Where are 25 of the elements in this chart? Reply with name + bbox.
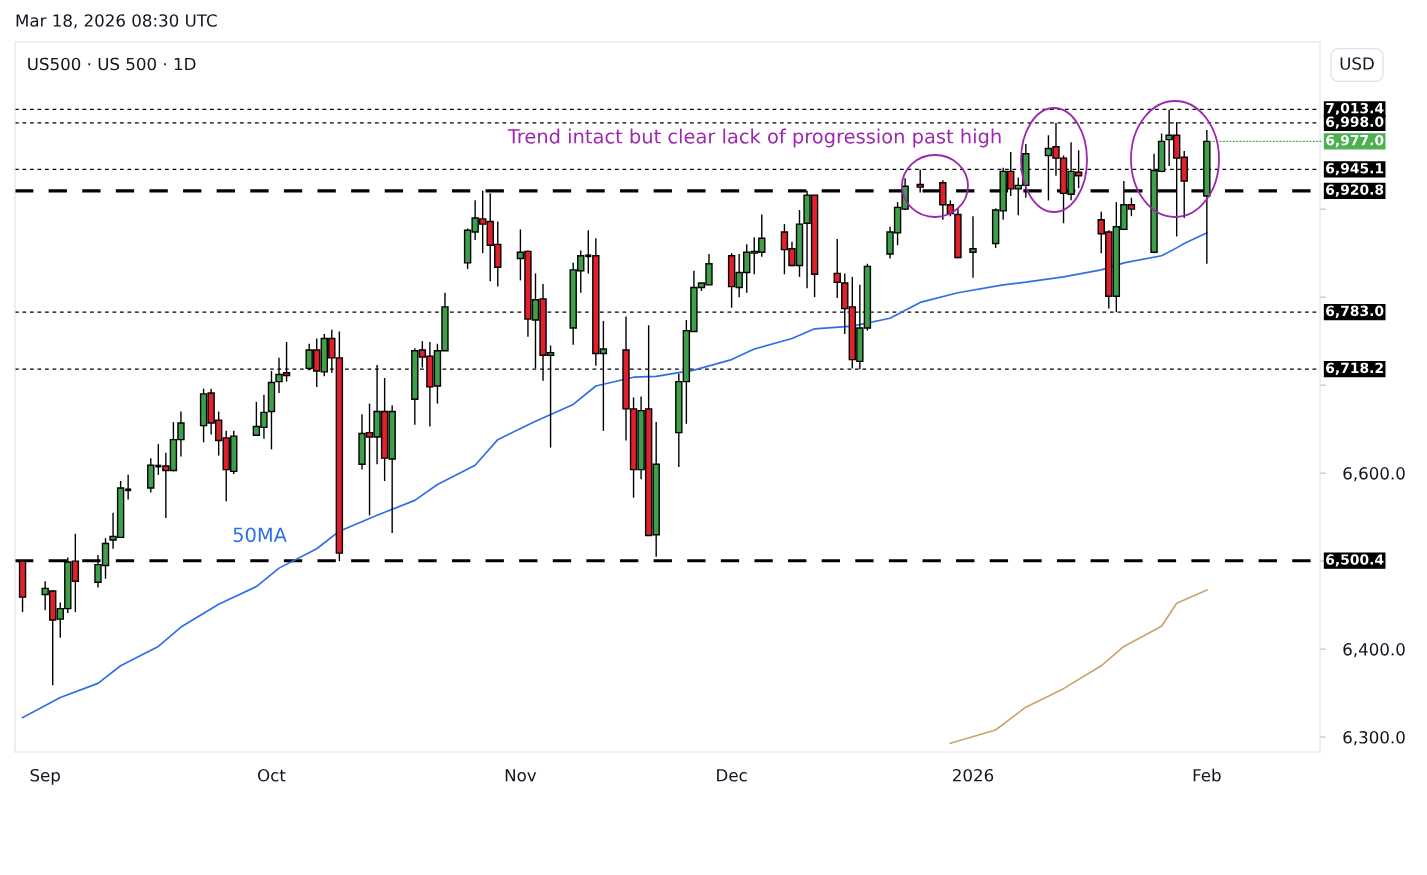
annotation: 6,977.0 xyxy=(1326,134,1384,148)
y-tick-label: 6,400.0 xyxy=(1343,643,1405,658)
ref-line-label: 6,783.0 xyxy=(1326,305,1384,318)
y-tick-label: 6,600.0 xyxy=(1343,467,1405,482)
x-tick-label: Nov xyxy=(505,769,537,782)
candlestick xyxy=(969,215,977,279)
x-tick-label: Feb xyxy=(1193,768,1221,782)
series-label: 50MA xyxy=(233,527,287,543)
line-series xyxy=(949,589,1208,745)
ref-line-label: 6,945.1 xyxy=(1326,163,1384,176)
ref-line-label: 6,998.0 xyxy=(1326,116,1384,129)
ref-line-label: 6,718.2 xyxy=(1326,362,1383,375)
y-axis-title: USD xyxy=(1340,57,1374,70)
y-tick-label: 6,300.0 xyxy=(1343,731,1405,746)
x-tick-label: Dec xyxy=(717,769,747,782)
text: Mar 18, 2026 08:30 UTC xyxy=(16,14,217,29)
text: US500 · US 500 · 1D xyxy=(28,57,196,71)
annotation: Trend intact but clear lack of progression past high xyxy=(507,128,1001,148)
x-tick-label: Sep xyxy=(30,768,60,785)
ref-line-label: 6,500.4 xyxy=(1326,554,1384,567)
x-tick-label: 2026 xyxy=(953,768,994,782)
ref-line-label: 7,013.4 xyxy=(1326,102,1384,116)
line-series xyxy=(21,232,1208,719)
ref-line-label: 6,920.8 xyxy=(1326,184,1384,197)
x-tick-label: Oct xyxy=(258,768,286,782)
